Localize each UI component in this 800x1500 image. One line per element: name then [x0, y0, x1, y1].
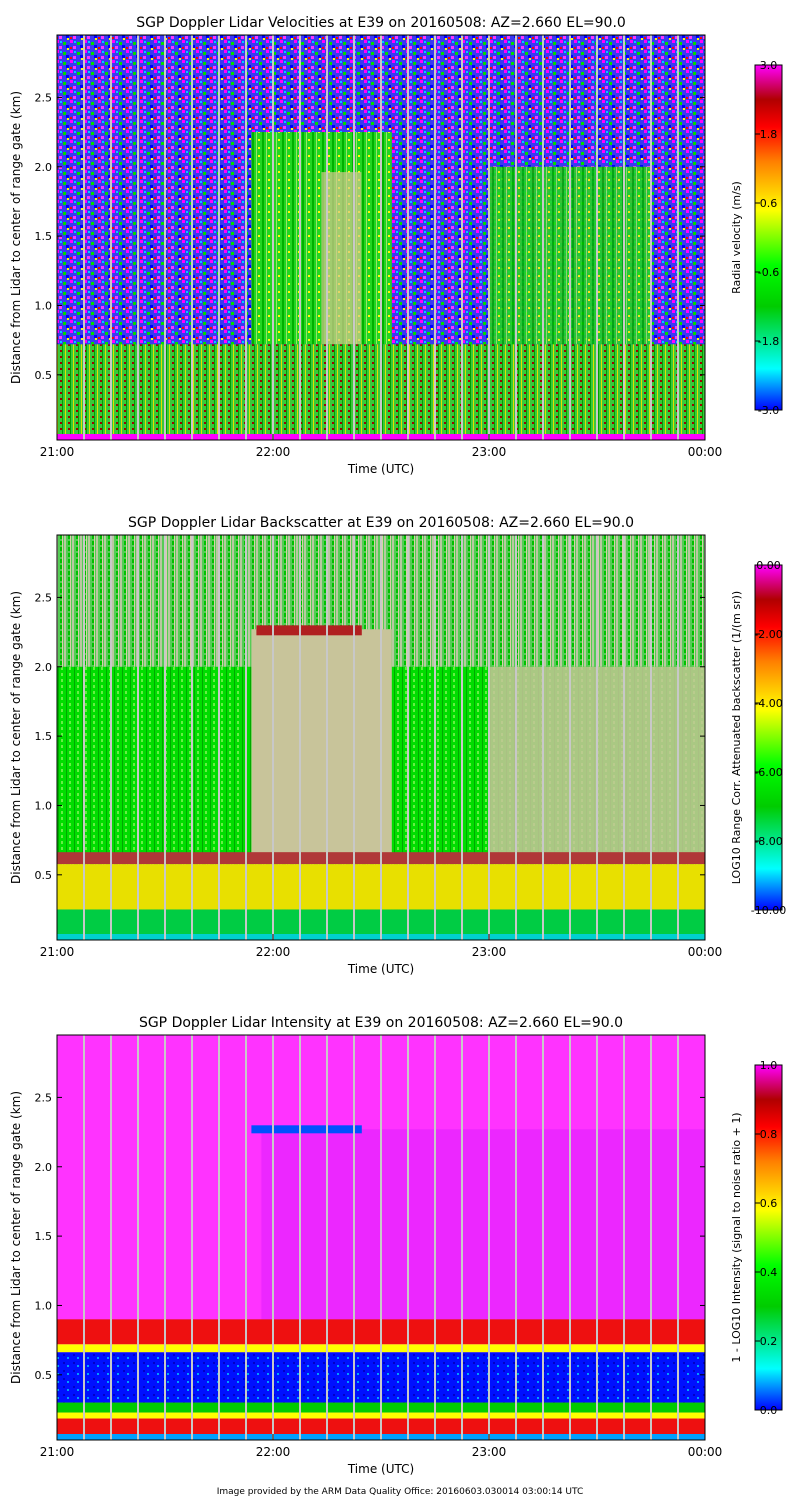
- colorbar-tick-label: 1.8: [760, 128, 778, 141]
- x-tick-label: 21:00: [40, 945, 75, 959]
- x-tick-label: 23:00: [472, 945, 507, 959]
- colorbar-tick-label: -6.00: [754, 766, 782, 779]
- y-tick-label: 2.5: [35, 591, 53, 604]
- x-tick-label: 00:00: [688, 945, 723, 959]
- plot-frame: [56, 534, 706, 941]
- colorbar-tick-label: 0.4: [760, 1266, 778, 1279]
- chart-panel-1: SGP Doppler Lidar Velocities at E39 on 2…: [9, 15, 783, 476]
- colorbar-tick-label: -1.8: [758, 335, 779, 348]
- colorbar-tick-label: -3.0: [758, 404, 779, 417]
- colorbar-tick-label: 0.6: [760, 1197, 778, 1210]
- y-tick-label: 2.0: [35, 161, 53, 174]
- x-tick-label: 21:00: [40, 1445, 75, 1459]
- colorbar: [754, 564, 783, 911]
- cloud-region: [251, 629, 392, 859]
- y-tick-label: 1.0: [35, 799, 53, 812]
- x-tick-label: 21:00: [40, 445, 75, 459]
- y-tick-label: 1.5: [35, 230, 53, 243]
- chart-title: SGP Doppler Lidar Intensity at E39 on 20…: [139, 1015, 623, 1031]
- footer-credit: Image provided by the ARM Data Quality O…: [217, 1487, 584, 1497]
- colorbar-tick-label: -8.00: [754, 835, 782, 848]
- y-tick-label: 0.5: [35, 1369, 53, 1382]
- x-tick-label: 22:00: [256, 445, 291, 459]
- cloud-top-layer: [256, 625, 362, 636]
- chart-title: SGP Doppler Lidar Velocities at E39 on 2…: [136, 15, 626, 31]
- x-tick-label: 23:00: [472, 445, 507, 459]
- y-tick-label: 0.5: [35, 369, 53, 382]
- colorbar: [754, 1064, 783, 1411]
- y-tick-label: 2.5: [35, 1091, 53, 1104]
- x-tick-label: 22:00: [256, 1445, 291, 1459]
- colorbar-tick-label: 0.0: [760, 1404, 778, 1417]
- plot-frame: [56, 1034, 706, 1441]
- x-tick-label: 00:00: [688, 445, 723, 459]
- y-tick-label: 2.0: [35, 1161, 53, 1174]
- colorbar-tick-label: 1.0: [760, 1059, 778, 1072]
- colorbar-label: Radial velocity (m/s): [730, 181, 743, 294]
- colorbar-tick-label: -4.00: [754, 697, 782, 710]
- y-axis-label: Distance from Lidar to center of range g…: [9, 91, 23, 384]
- colorbar-tick-label: -2.00: [754, 628, 782, 641]
- colorbar-tick-label: 0.2: [760, 1335, 778, 1348]
- y-tick-label: 2.0: [35, 661, 53, 674]
- scan-gap-lines: [83, 1035, 679, 1440]
- scan-gap-lines: [83, 535, 679, 940]
- plot-frame: [56, 34, 706, 441]
- x-tick-label: 23:00: [472, 1445, 507, 1459]
- y-tick-label: 0.5: [35, 869, 53, 882]
- chart-panel-2: SGP Doppler Lidar Backscatter at E39 on …: [9, 515, 786, 976]
- cloud-region: [261, 1129, 705, 1320]
- colorbar-tick-label: -0.6: [758, 266, 779, 279]
- colorbar-tick-label: 0.6: [760, 197, 778, 210]
- chart-panel-3: SGP Doppler Lidar Intensity at E39 on 20…: [9, 1015, 783, 1476]
- colorbar-tick-label: 3.0: [760, 59, 778, 72]
- colorbar-label: LOG10 Range Corr. Attenuated backscatter…: [730, 591, 743, 884]
- y-tick-label: 2.5: [35, 91, 53, 104]
- x-tick-label: 00:00: [688, 1445, 723, 1459]
- y-axis-label: Distance from Lidar to center of range g…: [9, 1091, 23, 1384]
- y-tick-label: 1.5: [35, 1230, 53, 1243]
- cloud-top-layer: [251, 1125, 362, 1134]
- colorbar: [754, 64, 783, 411]
- colorbar-tick-label: 0.8: [760, 1128, 778, 1141]
- colorbar-tick-label: -10.00: [751, 904, 786, 917]
- y-tick-label: 1.5: [35, 730, 53, 743]
- y-axis-label: Distance from Lidar to center of range g…: [9, 591, 23, 884]
- y-tick-label: 1.0: [35, 1299, 53, 1312]
- colorbar-label: 1 - LOG10 Intensity (signal to noise rat…: [730, 1112, 743, 1362]
- x-axis-label: Time (UTC): [347, 1462, 414, 1476]
- colorbar-tick-label: 0.00: [756, 559, 781, 572]
- chart-title: SGP Doppler Lidar Backscatter at E39 on …: [128, 515, 634, 531]
- x-tick-label: 22:00: [256, 945, 291, 959]
- x-axis-label: Time (UTC): [347, 462, 414, 476]
- x-axis-label: Time (UTC): [347, 962, 414, 976]
- y-tick-label: 1.0: [35, 299, 53, 312]
- scan-gap-lines: [83, 35, 679, 440]
